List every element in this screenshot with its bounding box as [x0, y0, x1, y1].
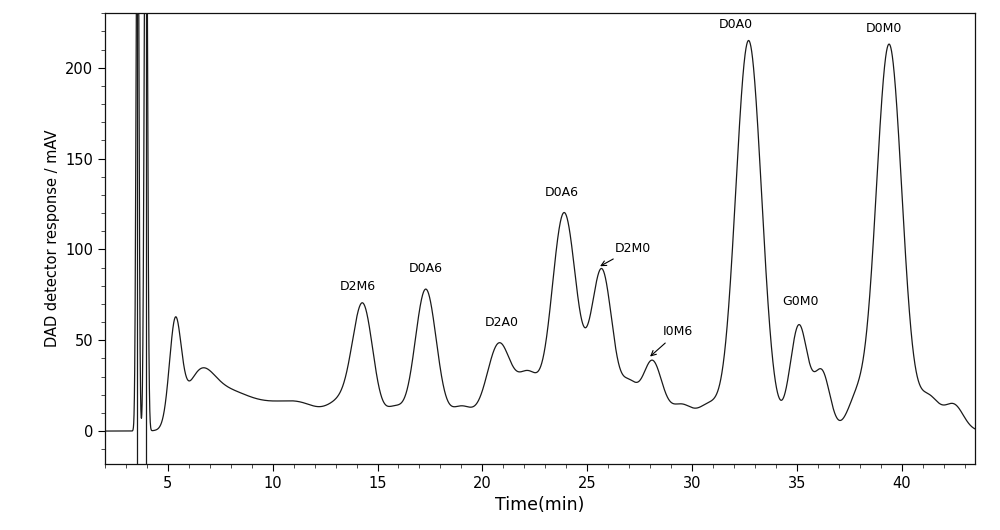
Text: G0M0: G0M0 [782, 295, 819, 307]
Text: D2M0: D2M0 [601, 242, 651, 266]
Text: D0M0: D0M0 [866, 22, 902, 35]
X-axis label: Time(min): Time(min) [495, 496, 585, 514]
Text: I0M6: I0M6 [651, 325, 693, 356]
Text: D0A6: D0A6 [409, 262, 443, 275]
Y-axis label: DAD detector response / mAV: DAD detector response / mAV [45, 130, 60, 347]
Text: D2A0: D2A0 [484, 316, 518, 329]
Text: D0A0: D0A0 [719, 19, 753, 31]
Text: D0A6: D0A6 [545, 186, 579, 199]
Text: D2M6: D2M6 [340, 280, 376, 293]
